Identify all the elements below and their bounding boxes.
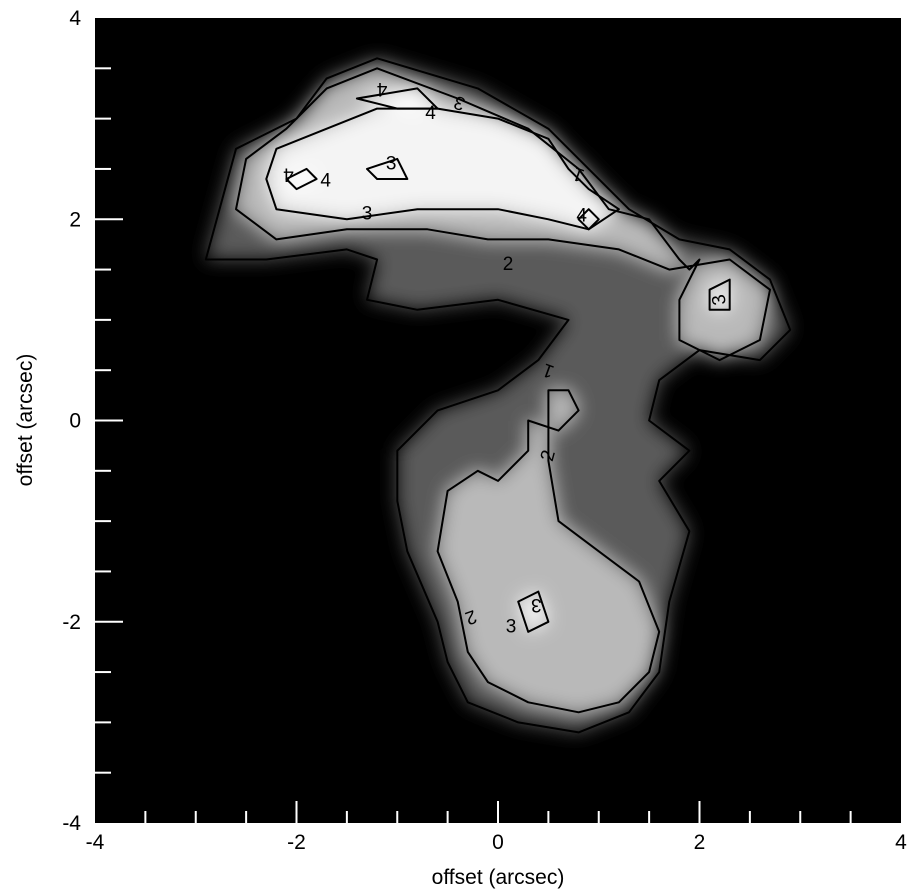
contour-line-level-3: [265, 107, 620, 231]
intensity-level-3-region: [367, 158, 408, 179]
x-axis-title: offset (arcsec): [432, 866, 565, 889]
x-tick-label: -2: [287, 831, 306, 854]
contour-label: 3: [708, 293, 731, 307]
contour-line-level-3: [517, 590, 550, 633]
tick-labels: -4 -2 0 2 4 -4 -2 0 2 4: [62, 7, 907, 854]
y-tick-label: 2: [69, 208, 81, 231]
contour-label: 3: [531, 594, 542, 615]
intensity-level-2-region: [437, 390, 660, 713]
y-axis-title: offset (arcsec): [14, 354, 37, 487]
intensity-level-3-region: [709, 279, 730, 310]
contour-label: 4: [576, 206, 587, 227]
contour-label: 3: [362, 204, 373, 225]
contour-line-level-3: [708, 278, 731, 311]
contour-label: 4: [283, 163, 294, 184]
contour-label: 2: [503, 254, 514, 275]
contour-line-level-2: [235, 67, 771, 362]
x-tick-label: 0: [492, 831, 504, 854]
contour-line-level-4: [577, 208, 600, 231]
contour-label: 4: [320, 171, 331, 192]
x-tick-label: -4: [86, 831, 105, 854]
contour-label: 3: [506, 616, 517, 637]
contour-label: 4: [376, 78, 387, 99]
x-tick-label: 2: [694, 831, 706, 854]
contour-label: 3: [386, 153, 397, 174]
contour-line-level-4: [285, 167, 318, 191]
contour-label: 4: [425, 103, 436, 124]
intensity-map: [205, 58, 791, 733]
x-tick-label: 4: [895, 831, 907, 854]
y-tick-label: -2: [62, 611, 81, 634]
contour-line-level-3: [366, 157, 409, 180]
contour-line-level-2: [436, 389, 661, 714]
y-tick-label: 0: [69, 410, 81, 433]
contour-line-level-4: [355, 87, 439, 110]
intensity-level-4-region: [356, 88, 438, 109]
y-tick-label: -4: [62, 812, 81, 835]
contour-line-level-1: [204, 57, 792, 734]
axis-ticks: [95, 67, 852, 823]
contour-label: 2: [537, 448, 560, 464]
intensity-level-3-region: [266, 108, 619, 230]
intensity-level-4-region: [286, 168, 317, 190]
y-tick-label: 4: [69, 7, 81, 30]
contour-lines: [204, 57, 792, 734]
